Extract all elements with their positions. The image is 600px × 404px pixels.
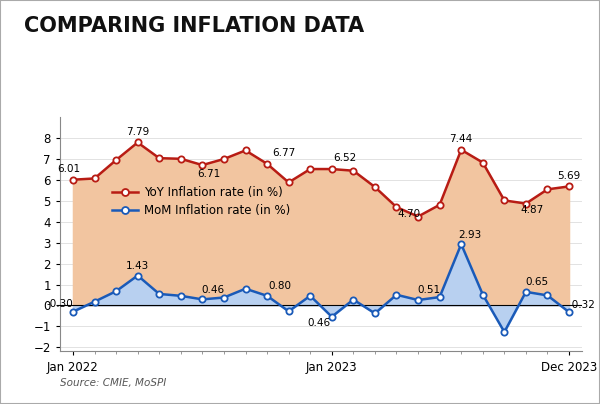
- Text: 0.80: 0.80: [269, 281, 292, 291]
- Text: 0.65: 0.65: [525, 277, 548, 287]
- Text: 4.87: 4.87: [521, 205, 544, 215]
- Text: 0.46: 0.46: [202, 285, 225, 295]
- Text: -0.30: -0.30: [47, 299, 73, 309]
- Text: 1.43: 1.43: [126, 261, 149, 271]
- Text: -0.32: -0.32: [569, 300, 595, 309]
- Text: 6.71: 6.71: [197, 168, 220, 179]
- Text: 0.46: 0.46: [307, 318, 331, 328]
- Text: 4.70: 4.70: [398, 208, 421, 219]
- Legend: YoY Inflation rate (in %), MoM Inflation rate (in %): YoY Inflation rate (in %), MoM Inflation…: [107, 182, 295, 222]
- Text: 6.52: 6.52: [333, 153, 356, 163]
- Text: COMPARING INFLATION DATA: COMPARING INFLATION DATA: [24, 16, 364, 36]
- Text: 7.44: 7.44: [449, 134, 473, 144]
- Text: 0.51: 0.51: [417, 285, 440, 295]
- Text: 5.69: 5.69: [557, 170, 581, 181]
- Text: Source: CMIE, MoSPI: Source: CMIE, MoSPI: [60, 378, 166, 388]
- Text: 6.01: 6.01: [57, 164, 80, 174]
- Text: 6.77: 6.77: [273, 148, 296, 158]
- Text: 7.79: 7.79: [126, 126, 149, 137]
- Text: 2.93: 2.93: [458, 229, 481, 240]
